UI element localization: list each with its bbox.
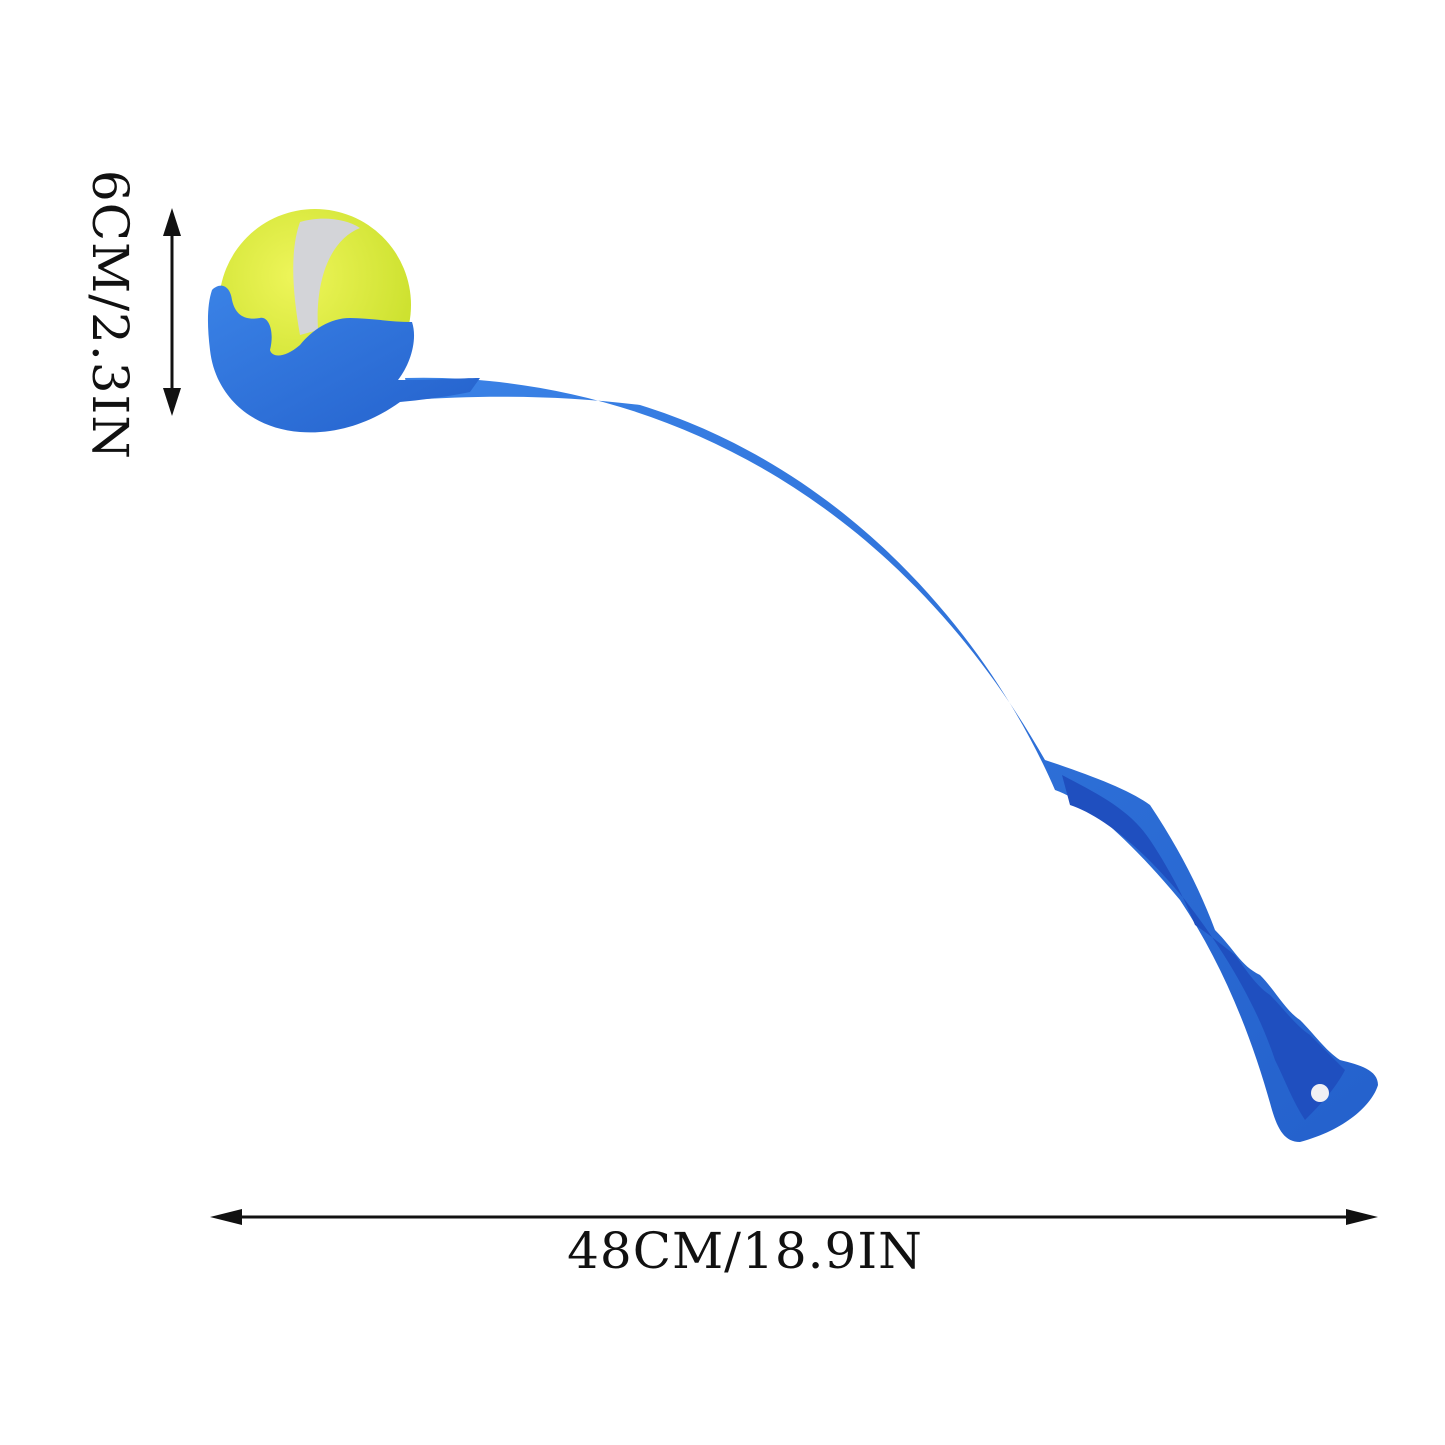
launcher-shaft xyxy=(405,377,1378,1143)
ball-seam xyxy=(293,218,360,335)
length-dimension-arrow xyxy=(210,1209,1378,1225)
hanging-hole xyxy=(1311,1084,1329,1102)
grip-inset xyxy=(1062,775,1345,1120)
length-label: 48CM/18.9IN xyxy=(567,1222,923,1280)
ball-cup xyxy=(207,285,480,433)
height-label: 6CM/2.3IN xyxy=(81,169,139,461)
height-dimension-arrow xyxy=(163,208,181,416)
